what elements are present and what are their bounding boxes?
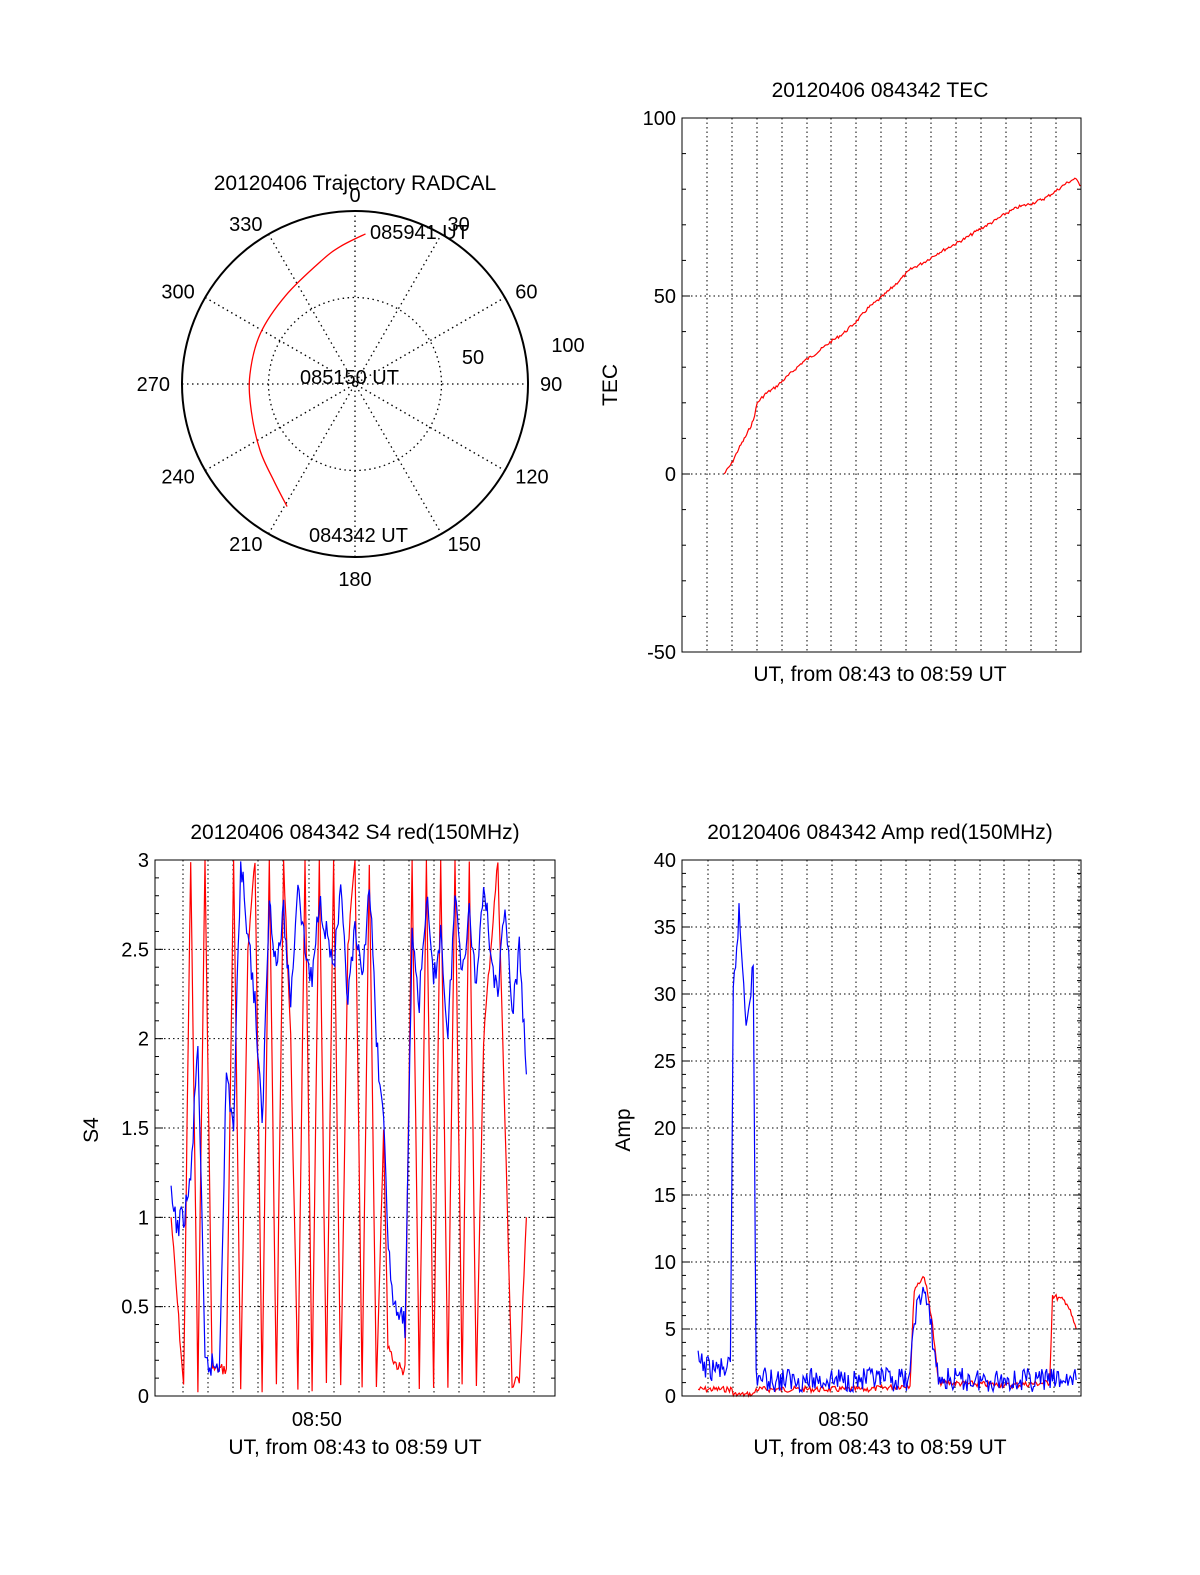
polar-title: 20120406 Trajectory RADCAL bbox=[214, 172, 497, 195]
s4-y-ticks: 0 0.5 1 1.5 2 2.5 3 bbox=[121, 850, 555, 1408]
s4-title: 20120406 084342 S4 red(150MHz) bbox=[190, 821, 519, 844]
y-tick-label-1: 5 bbox=[665, 1319, 676, 1341]
y-tick-label-1: 0 bbox=[665, 464, 676, 486]
polar-angle-label-210: 210 bbox=[229, 534, 262, 556]
tec-title: 20120406 084342 TEC bbox=[772, 79, 989, 102]
tec-series bbox=[723, 177, 1082, 475]
polar-angle-label-240: 240 bbox=[161, 467, 194, 489]
polar-angle-labels: 0 30 60 90 120 150 180 210 240 270 300 330 bbox=[137, 185, 563, 591]
y-tick-label-4: 2 bbox=[138, 1029, 149, 1051]
polar-grid bbox=[181, 210, 529, 558]
series-line-0 bbox=[723, 177, 1082, 475]
amp-series bbox=[697, 903, 1077, 1398]
s4-series bbox=[170, 859, 527, 1393]
y-tick-label-3: 15 bbox=[654, 1185, 676, 1207]
amp-grid bbox=[682, 860, 1081, 1396]
polar-radius-label-100: 100 bbox=[551, 335, 584, 357]
polar-trajectory-plot: 20120406 Trajectory RADCAL 0 30 60 90 120 150… bbox=[137, 172, 585, 591]
tec-plot: 20120406 084342 TEC -50 0 50 100 UT, from 0… bbox=[599, 79, 1082, 686]
polar-angle-label-30: 30 bbox=[448, 214, 470, 236]
tec-frame bbox=[681, 117, 1082, 653]
tec-xlabel: UT, from 08:43 to 08:59 UT bbox=[753, 663, 1006, 686]
y-tick-label-4: 20 bbox=[654, 1118, 676, 1140]
y-tick-label-0: 0 bbox=[665, 1386, 676, 1408]
s4-grid bbox=[155, 860, 555, 1396]
y-tick-label-6: 3 bbox=[138, 850, 149, 872]
y-tick-label-2: 10 bbox=[654, 1252, 676, 1274]
amp-y-ticks: 0 5 10 15 20 25 30 35 40 bbox=[654, 850, 1081, 1408]
series-line-1 bbox=[697, 903, 1077, 1394]
amp-x-ticks: 08:50 bbox=[818, 1409, 868, 1431]
y-tick-label-1: 0.5 bbox=[121, 1297, 149, 1319]
y-tick-label-5: 2.5 bbox=[121, 939, 149, 961]
y-tick-label-2: 50 bbox=[654, 286, 676, 308]
amp-title: 20120406 084342 Amp red(150MHz) bbox=[707, 821, 1053, 844]
polar-angle-label-0: 0 bbox=[349, 185, 360, 207]
x-tick-label-0: 08:50 bbox=[818, 1409, 868, 1431]
polar-angle-label-90: 90 bbox=[540, 374, 562, 396]
tec-ylabel: TEC bbox=[599, 364, 622, 406]
trajectory-end-label: 085941 UT bbox=[370, 222, 469, 244]
y-tick-label-0: -50 bbox=[647, 642, 676, 664]
tec-grid bbox=[682, 118, 1082, 652]
y-tick-label-3: 1.5 bbox=[121, 1118, 149, 1140]
trajectory-start-label: 084342 UT bbox=[309, 525, 408, 547]
s4-ylabel: S4 bbox=[80, 1117, 103, 1143]
s4-plot: 20120406 084342 S4 red(150MHz) 0 0.5 1 1.5 2… bbox=[80, 821, 556, 1459]
polar-angle-label-180: 180 bbox=[338, 569, 371, 591]
series-line-1 bbox=[170, 861, 527, 1376]
polar-radius-label-50: 50 bbox=[462, 347, 484, 369]
polar-angle-label-150: 150 bbox=[448, 534, 481, 556]
y-tick-label-7: 35 bbox=[654, 917, 676, 939]
polar-angle-label-120: 120 bbox=[515, 467, 548, 489]
trajectory-line bbox=[248, 233, 366, 507]
series-line-0 bbox=[697, 1275, 1077, 1398]
series-line-0 bbox=[170, 859, 527, 1393]
polar-angle-label-330: 330 bbox=[229, 214, 262, 236]
y-tick-label-2: 1 bbox=[138, 1207, 149, 1229]
amp-plot: 20120406 084342 Amp red(150MHz) 0 5 10 15 20… bbox=[612, 821, 1082, 1459]
amp-xlabel: UT, from 08:43 to 08:59 UT bbox=[753, 1436, 1006, 1459]
tec-y-ticks: -50 0 50 100 bbox=[643, 108, 1081, 664]
x-tick-label-0: 08:50 bbox=[292, 1409, 342, 1431]
s4-xlabel: UT, from 08:43 to 08:59 UT bbox=[228, 1436, 481, 1459]
polar-angle-label-300: 300 bbox=[161, 282, 194, 304]
polar-angle-label-270: 270 bbox=[137, 374, 170, 396]
y-tick-label-6: 30 bbox=[654, 984, 676, 1006]
trajectory-mid-label: 085150 UT bbox=[300, 367, 399, 389]
y-tick-label-5: 25 bbox=[654, 1051, 676, 1073]
s4-x-ticks: 08:50 bbox=[292, 1409, 342, 1431]
polar-angle-label-60: 60 bbox=[515, 282, 537, 304]
y-tick-label-0: 0 bbox=[138, 1386, 149, 1408]
amp-ylabel: Amp bbox=[612, 1108, 635, 1151]
y-tick-label-8: 40 bbox=[654, 850, 676, 872]
y-tick-label-3: 100 bbox=[643, 108, 676, 130]
